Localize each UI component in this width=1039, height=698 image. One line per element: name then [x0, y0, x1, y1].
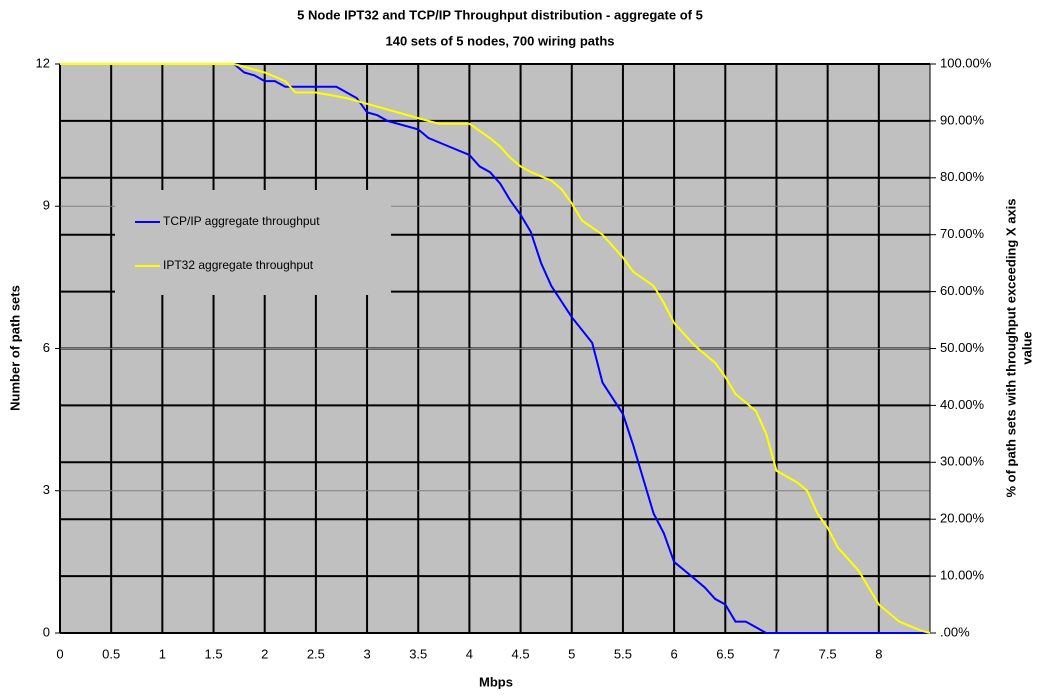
x-tick-label: 0 — [56, 646, 63, 661]
x-tick-label: 3 — [363, 646, 370, 661]
y-tick-label: 12 — [36, 55, 50, 70]
y2-tick-label: 40.00% — [940, 397, 985, 412]
x-tick-label: 6.5 — [716, 646, 734, 661]
x-tick-label: 5 — [568, 646, 575, 661]
x-tick-label: 6 — [671, 646, 678, 661]
y2-tick-label: 80.00% — [940, 169, 985, 184]
y2-tick-label: .00% — [940, 624, 970, 639]
x-tick-label: 5.5 — [614, 646, 632, 661]
chart-subtitle: 140 sets of 5 nodes, 700 wiring paths — [385, 33, 614, 48]
x-axis-label: Mbps — [479, 674, 513, 689]
y-tick-label: 6 — [43, 340, 50, 355]
y2-axis-label: value — [1019, 331, 1034, 364]
series-line — [60, 63, 930, 634]
y2-tick-label: 90.00% — [940, 112, 985, 127]
legend-label: TCP/IP aggregate throughput — [163, 214, 320, 228]
x-tick-label: 3.5 — [409, 646, 427, 661]
y-tick-label: 9 — [43, 198, 50, 213]
x-tick-label: 2.5 — [307, 646, 325, 661]
legend-label: IPT32 aggregate throughput — [163, 258, 314, 272]
x-tick-label: 4 — [466, 646, 473, 661]
x-tick-label: 0.5 — [102, 646, 120, 661]
plot-border — [59, 63, 931, 634]
x-tick-label: 2 — [261, 646, 268, 661]
y2-tick-label: 10.00% — [940, 568, 985, 583]
y2-tick-label: 60.00% — [940, 283, 985, 298]
x-tick-label: 4.5 — [512, 646, 530, 661]
y2-tick-label: 20.00% — [940, 511, 985, 526]
y-tick-label: 0 — [43, 624, 50, 639]
y2-axis-label: % of path sets with throughput exceeding… — [1003, 198, 1018, 497]
y2-tick-label: 30.00% — [940, 454, 985, 469]
x-tick-label: 8 — [875, 646, 882, 661]
y2-tick-label: 70.00% — [940, 226, 985, 241]
x-tick-label: 1.5 — [204, 646, 222, 661]
legend-box — [115, 190, 391, 295]
x-tick-label: 7.5 — [819, 646, 837, 661]
y-tick-label: 3 — [43, 482, 50, 497]
y2-tick-label: 100.00% — [940, 55, 992, 70]
chart-title: 5 Node IPT32 and TCP/IP Throughput distr… — [297, 7, 703, 22]
series-line — [60, 63, 931, 634]
x-tick-label: 7 — [773, 646, 780, 661]
x-tick-label: 1 — [159, 646, 166, 661]
y2-tick-label: 50.00% — [940, 340, 985, 355]
y-axis-label: Number of path sets — [7, 285, 22, 411]
